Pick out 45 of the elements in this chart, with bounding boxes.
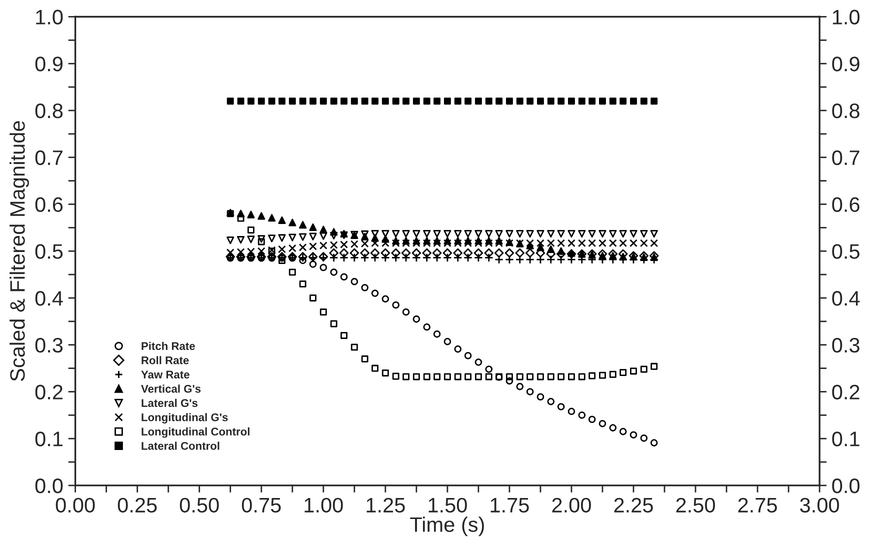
y2-tick-label: 0.5 [832,244,860,259]
legend-label: Lateral Control [142,442,220,450]
y-tick-label: 0.5 [35,244,63,259]
y-tick-label: 0.0 [35,478,63,494]
x-tick-label: 1.50 [428,498,467,513]
y-tick-label: 0.2 [35,384,62,400]
x-tick-label: 0.00 [56,498,95,513]
y-tick-label: 0.9 [35,56,63,72]
x-tick-label: 3.00 [800,498,840,513]
y2-tick-label: 0.7 [832,150,860,166]
x-tick-label: 0.50 [180,498,219,513]
y2-tick-label: 0.4 [832,290,860,306]
y-tick-label: 1.0 [36,10,63,24]
x-tick-label: 2.00 [552,498,591,513]
legend-label: Roll Rate [142,356,189,364]
y2-tick-label: 0.2 [832,384,860,400]
y-tick-label: 0.1 [35,432,62,446]
y2-tick-label: 1.0 [832,10,860,24]
x-tick-label: 0.25 [118,498,157,513]
legend-label: Longitudinal G's [142,413,228,424]
legend-label: Pitch Rate [142,342,195,350]
legend-label: Vertical G's [141,384,201,393]
y2-tick-label: 0.1 [832,432,860,446]
x-tick-label: 0.75 [242,498,281,513]
legend-label: Lateral G's [142,398,198,407]
x-tick-label: 1.75 [490,498,529,513]
y-tick-label: 0.6 [35,197,63,212]
y-axis-title: Scaled & Filtered Magnitude [10,121,29,382]
y-tick-label: 0.3 [35,338,63,353]
y2-tick-label: 0.9 [832,56,860,72]
x-axis-title: Time (s) [410,516,484,536]
x-tick-label: 1.25 [366,498,405,513]
y-tick-label: 0.7 [35,150,62,166]
y2-tick-label: 0.6 [832,197,860,212]
y2-tick-label: 0.3 [832,338,860,353]
y2-tick-label: 0.0 [832,478,860,494]
x-tick-label: 1.00 [304,498,343,513]
x-tick-label: 2.75 [738,498,777,513]
y-tick-label: 0.4 [35,290,63,306]
legend-label: Longitudinal Control [142,427,250,438]
y-tick-label: 0.8 [35,103,63,118]
x-tick-label: 2.50 [676,498,715,513]
y2-tick-label: 0.8 [832,103,860,118]
legend-label: Yaw Rate [141,370,190,378]
x-tick-label: 2.25 [614,498,653,513]
